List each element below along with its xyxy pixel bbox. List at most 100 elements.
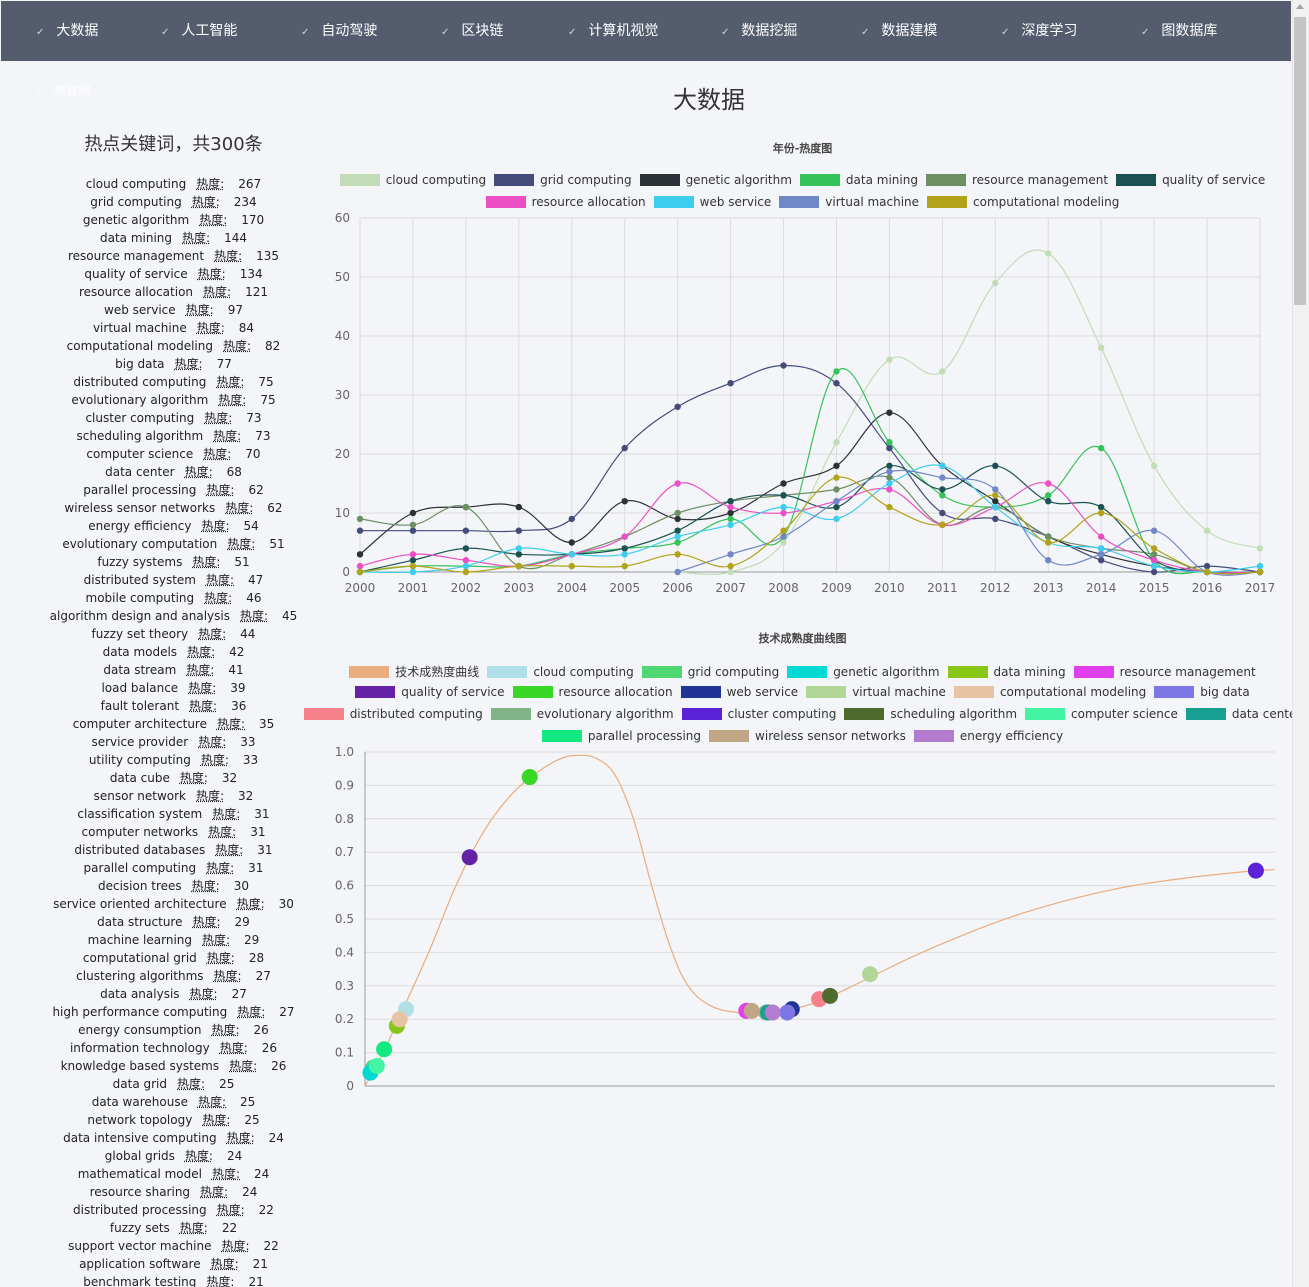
data-point[interactable] [1203, 568, 1211, 576]
data-point[interactable] [1203, 568, 1211, 576]
technology-point[interactable] [388, 1017, 405, 1034]
legend-item[interactable]: data mining [799, 173, 918, 187]
data-point[interactable] [1097, 509, 1105, 517]
data-point[interactable] [568, 562, 575, 570]
data-point[interactable] [674, 480, 681, 487]
technology-point[interactable] [391, 1011, 408, 1028]
technology-point[interactable] [743, 1002, 760, 1019]
data-point[interactable] [939, 521, 946, 528]
data-point[interactable] [1097, 545, 1105, 552]
data-point[interactable] [409, 527, 417, 534]
data-point[interactable] [568, 551, 575, 558]
legend-item[interactable]: quality of service [355, 685, 505, 699]
data-point[interactable] [1097, 557, 1105, 564]
data-point[interactable] [1150, 557, 1158, 564]
legend-item[interactable]: resource management [1073, 663, 1256, 680]
data-point[interactable] [992, 492, 999, 499]
data-point[interactable] [621, 444, 628, 452]
data-point[interactable] [515, 562, 523, 570]
data-point[interactable] [1150, 557, 1158, 564]
data-point[interactable] [409, 568, 417, 576]
data-point[interactable] [1256, 568, 1264, 576]
technology-point[interactable] [758, 1004, 775, 1021]
legend-item[interactable]: virtual machine [806, 685, 946, 699]
data-point[interactable] [515, 562, 523, 570]
data-point[interactable] [1150, 557, 1158, 564]
nav-item-iot[interactable]: ✓ 物联网 [35, 84, 91, 98]
data-point[interactable] [621, 498, 628, 505]
data-point[interactable] [462, 545, 470, 552]
data-point[interactable] [780, 503, 787, 511]
data-point[interactable] [780, 492, 787, 499]
data-point[interactable] [1256, 568, 1264, 576]
data-point[interactable] [1256, 562, 1264, 570]
data-point[interactable] [1045, 533, 1052, 540]
data-point[interactable] [886, 480, 893, 487]
legend-item[interactable]: web service [653, 195, 771, 209]
legend-item[interactable]: big data [1154, 685, 1250, 699]
data-point[interactable] [674, 568, 681, 576]
technology-point[interactable] [760, 1004, 777, 1021]
data-point[interactable] [939, 368, 946, 375]
data-point[interactable] [621, 551, 628, 558]
legend-item[interactable]: grid computing [494, 173, 632, 187]
data-point[interactable] [939, 462, 946, 469]
data-point[interactable] [1203, 527, 1211, 534]
data-point[interactable] [833, 462, 840, 469]
data-point[interactable] [515, 527, 523, 534]
data-point[interactable] [939, 462, 946, 469]
data-point[interactable] [886, 444, 893, 452]
data-point[interactable] [727, 498, 734, 505]
technology-point[interactable] [461, 849, 478, 866]
legend-item[interactable]: cloud computing [339, 173, 486, 187]
data-point[interactable] [1256, 568, 1264, 576]
data-point[interactable] [1150, 551, 1158, 558]
data-point[interactable] [727, 568, 734, 576]
data-point[interactable] [462, 503, 470, 511]
data-point[interactable] [1045, 492, 1052, 499]
data-point[interactable] [1203, 568, 1211, 576]
technology-point[interactable] [738, 1002, 755, 1019]
data-point[interactable] [1045, 539, 1052, 546]
data-point[interactable] [674, 509, 681, 517]
data-point[interactable] [1150, 462, 1158, 469]
nav-item-deep-learning[interactable]: ✓ 深度学习 [1001, 23, 1078, 39]
data-point[interactable] [727, 521, 734, 528]
data-point[interactable] [1097, 503, 1105, 511]
data-point[interactable] [833, 503, 840, 511]
legend-item[interactable]: grid computing [641, 663, 779, 680]
technology-point[interactable] [862, 966, 879, 983]
data-point[interactable] [1256, 568, 1264, 576]
nav-item-autonomous-driving[interactable]: ✓ 自动驾驶 [301, 23, 378, 39]
data-point[interactable] [515, 562, 523, 570]
data-point[interactable] [462, 562, 470, 570]
scroll-up-arrow-icon[interactable] [1296, 4, 1304, 9]
data-point[interactable] [462, 568, 470, 576]
data-point[interactable] [939, 486, 946, 493]
legend-item[interactable]: parallel processing [541, 729, 701, 743]
data-point[interactable] [1203, 568, 1211, 576]
data-point[interactable] [1097, 551, 1105, 558]
data-point[interactable] [1203, 562, 1211, 570]
data-point[interactable] [1203, 568, 1211, 576]
data-point[interactable] [727, 515, 734, 523]
legend-item[interactable]: 技术成熟度曲线 [349, 663, 479, 680]
data-point[interactable] [1045, 250, 1052, 257]
data-point[interactable] [462, 527, 470, 534]
data-point[interactable] [568, 551, 575, 558]
data-point[interactable] [674, 515, 681, 523]
legend-item[interactable]: genetic algorithm [787, 663, 940, 680]
data-point[interactable] [356, 515, 364, 523]
technology-point[interactable] [521, 769, 538, 786]
data-point[interactable] [833, 498, 840, 505]
page-scrollbar[interactable] [1292, 0, 1309, 1287]
technology-point[interactable] [811, 991, 828, 1008]
data-point[interactable] [409, 509, 417, 517]
data-point[interactable] [1150, 545, 1158, 552]
data-point[interactable] [886, 409, 893, 416]
data-point[interactable] [780, 492, 787, 499]
technology-point[interactable] [764, 1004, 781, 1021]
data-point[interactable] [1256, 568, 1264, 576]
data-point[interactable] [886, 439, 893, 446]
technology-point[interactable] [779, 1004, 796, 1021]
